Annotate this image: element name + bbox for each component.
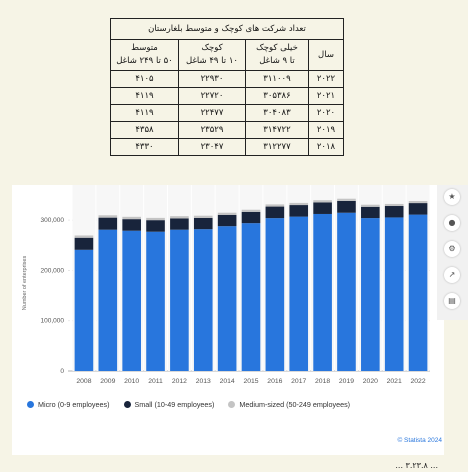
x-tick-label: 2008 — [76, 378, 91, 385]
bar-small-2020 — [361, 206, 380, 219]
bar-small-2009 — [98, 217, 118, 230]
header-year: سال — [308, 39, 344, 71]
bar-micro-2019 — [337, 212, 356, 371]
bar-medium-2012 — [170, 216, 189, 219]
x-tick-label: 2022 — [411, 378, 426, 385]
bottom-text: ... ۳.۲۳.۸ ... — [395, 461, 438, 470]
bar-medium-2015 — [241, 209, 261, 212]
legend-item-medium[interactable]: Medium-sized (50-249 employees) — [228, 400, 350, 409]
share-icon[interactable]: ↗ — [444, 267, 460, 283]
bar-small-2021 — [384, 206, 404, 218]
bar-small-2014 — [217, 214, 237, 227]
sme-count-table: تعداد شرکت های کوچک و متوسط بلغارستان سا… — [110, 18, 344, 156]
bar-micro-2018 — [313, 213, 332, 371]
x-tick-label: 2009 — [100, 378, 115, 385]
x-tick-label: 2014 — [220, 378, 235, 385]
chart-tools-strip: ★ ● ⚙ ↗ ▤ — [437, 185, 468, 320]
legend-item-small[interactable]: Small (10-49 employees) — [123, 400, 214, 409]
y-tick-label: 200,000 — [41, 267, 65, 274]
bar-small-2013 — [193, 217, 213, 230]
bar-medium-2016 — [265, 204, 285, 207]
x-tick-label: 2013 — [196, 378, 211, 385]
chart-legend: Micro (0-9 employees) Small (10-49 emplo… — [27, 400, 350, 409]
bar-medium-2019 — [337, 198, 356, 201]
x-tick-label: 2015 — [243, 378, 258, 385]
x-tick-label: 2017 — [291, 378, 306, 385]
bar-micro-2022 — [408, 214, 428, 371]
bar-micro-2016 — [265, 218, 285, 371]
bar-small-2008 — [74, 237, 94, 250]
bar-micro-2017 — [289, 216, 309, 371]
bar-micro-2012 — [170, 229, 189, 371]
bar-small-2018 — [313, 202, 332, 214]
bar-micro-2010 — [122, 230, 141, 371]
bookmark-icon[interactable]: ★ — [444, 189, 460, 205]
bar-medium-2021 — [384, 203, 404, 207]
bar-micro-2021 — [384, 217, 404, 371]
bar-micro-2009 — [98, 229, 118, 371]
bar-small-2015 — [241, 211, 261, 224]
table-title: تعداد شرکت های کوچک و متوسط بلغارستان — [110, 18, 344, 40]
bar-medium-2018 — [313, 200, 332, 203]
bar-medium-2017 — [289, 202, 309, 206]
bell-icon[interactable]: ● — [444, 215, 460, 231]
y-tick-label: 300,000 — [41, 217, 65, 224]
header-micro: خیلی کوچک تا ۹ شاغل — [245, 39, 309, 71]
bar-small-2022 — [408, 203, 428, 215]
table-row: ۲۰۲۱ ۳۰۵۳۸۶ ۲۲۷۲۰ ۴۱۱۹ — [110, 87, 344, 105]
x-tick-label: 2016 — [267, 378, 282, 385]
bar-medium-2014 — [217, 212, 237, 215]
table-row: ۲۰۲۰ ۳۰۴۰۸۳ ۲۲۴۷۷ ۴۱۱۹ — [110, 104, 344, 122]
statista-chart-card: Number of enterprises 0 100,000 200,000 300,… — [12, 185, 444, 455]
legend-dot-micro — [27, 401, 34, 408]
bar-small-2017 — [289, 205, 309, 217]
bar-micro-2013 — [193, 229, 213, 371]
bar-micro-2015 — [241, 223, 261, 371]
bar-small-2010 — [122, 219, 141, 231]
x-tick-label: 2019 — [339, 378, 354, 385]
bar-medium-2020 — [361, 204, 380, 207]
table-row: ۲۰۱۸ ۳۱۲۲۷۷ ۲۳۰۴۷ ۴۳۳۰ — [110, 138, 344, 156]
bar-medium-2022 — [408, 201, 428, 204]
legend-item-micro[interactable]: Micro (0-9 employees) — [27, 400, 110, 409]
table-row: ۲۰۲۲ ۳۱۱۰۰۹ ۲۲۹۳۰ ۴۱۰۵ — [110, 70, 344, 88]
header-medium: متوسط ۵۰ تا ۲۴۹ شاغل — [110, 39, 179, 71]
y-tick-label: 0 — [60, 368, 64, 375]
legend-dot-medium — [228, 401, 236, 408]
x-tick-label: 2020 — [363, 378, 378, 385]
stacked-bar-chart: Number of enterprises 0 100,000 200,000 300,… — [22, 185, 430, 385]
print-icon[interactable]: ▤ — [444, 293, 460, 309]
bar-medium-2011 — [146, 217, 165, 221]
settings-icon[interactable]: ⚙ — [444, 241, 460, 257]
x-tick-label: 2021 — [387, 378, 402, 385]
statista-credit-link[interactable]: © Statista 2024 — [397, 437, 442, 444]
x-tick-label: 2012 — [172, 378, 187, 385]
legend-dot-small — [123, 401, 131, 408]
bar-small-2019 — [337, 200, 356, 213]
bar-micro-2014 — [217, 226, 237, 371]
x-tick-label: 2011 — [148, 378, 163, 385]
bar-small-2011 — [146, 220, 165, 232]
bar-small-2016 — [265, 206, 285, 219]
table-row: ۲۰۱۹ ۳۱۴۷۲۲ ۲۳۵۲۹ ۴۳۵۸ — [110, 121, 344, 139]
header-small: کوچک ۱۰ تا ۴۹ شاغل — [178, 39, 246, 71]
y-tick-label: 100,000 — [41, 318, 65, 325]
x-tick-label: 2010 — [124, 378, 139, 385]
y-axis-label: Number of enterprises — [22, 256, 28, 311]
bar-medium-2010 — [122, 216, 141, 220]
bar-medium-2008 — [74, 235, 94, 238]
x-tick-label: 2018 — [315, 378, 330, 385]
bar-small-2012 — [170, 218, 189, 230]
bar-micro-2011 — [146, 231, 165, 371]
bar-micro-2020 — [361, 218, 380, 371]
bar-micro-2008 — [74, 249, 94, 371]
bar-medium-2009 — [98, 215, 118, 218]
bar-medium-2013 — [193, 215, 213, 218]
